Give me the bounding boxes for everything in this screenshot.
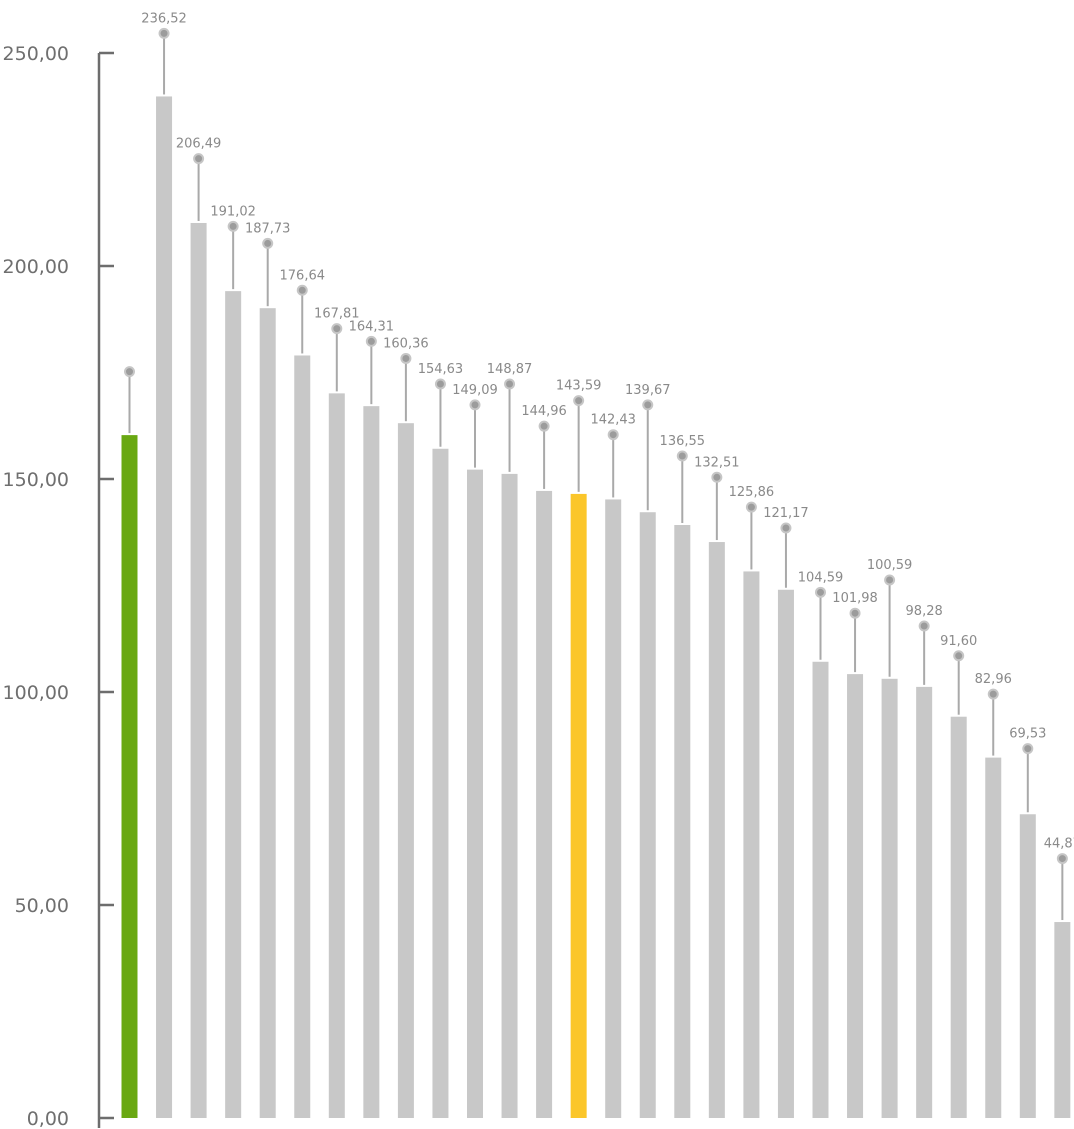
bar [985,757,1002,1118]
lollipop-dot [987,688,999,700]
bar [916,686,933,1118]
bar [777,589,794,1118]
lollipop-dot [849,607,861,619]
lollipop-dot [434,378,446,390]
bar [259,308,276,1118]
data-label: 191,02 [210,204,256,219]
data-label: 104,59 [798,570,844,585]
y-tick-label: 250,00 [3,43,69,65]
y-tick-label: 100,00 [3,682,69,704]
data-label: 176,64 [280,268,326,283]
lollipop-dot [607,429,619,441]
lollipop-dot [296,284,308,296]
bar [501,473,518,1118]
y-tick-label: 200,00 [3,256,69,278]
lollipop-dot [331,323,343,335]
data-label: 143,59 [556,379,602,394]
lollipop-dot [124,366,135,378]
y-tick-label: 50,00 [15,895,69,917]
lollipop-dot [918,620,930,632]
bar [328,393,345,1118]
data-label: 148,87 [487,362,533,377]
data-label: 236,52 [141,11,187,26]
data-label: 160,36 [383,336,429,351]
bar [605,499,622,1118]
bar [225,291,242,1118]
bar [1019,814,1036,1118]
lollipop-dot [227,220,239,232]
bar [570,493,587,1118]
bar [536,490,553,1119]
lollipop-dot [469,399,481,411]
data-label: 82,96 [975,672,1012,687]
lollipop-dot [1022,743,1034,755]
data-label: 139,67 [625,383,671,398]
bar [156,96,173,1118]
bar [467,469,483,1118]
lollipop-dot [642,399,654,411]
lollipop-dot [884,574,896,586]
bar [294,355,311,1119]
bar [1054,922,1071,1118]
bar [847,674,864,1118]
data-label: 69,53 [1009,727,1046,742]
lollipop-dot [262,237,274,249]
lollipop-dot [538,420,550,432]
lollipop-dot [504,378,516,390]
data-label: 206,49 [176,137,222,152]
data-label: 154,63 [418,362,464,377]
bar [674,525,691,1118]
lollipop-dot [676,450,688,462]
data-label: 91,60 [940,634,977,649]
data-label: 164,31 [349,319,395,334]
bar [397,423,414,1119]
lollipop-dot [400,352,412,364]
data-label: 142,43 [590,413,636,428]
lollipop-dot [953,650,965,662]
lollipop-dot [193,153,205,165]
data-label: 125,86 [729,485,775,500]
bar [432,448,449,1118]
lollipop-dot [815,586,826,598]
data-label: 167,81 [314,307,360,322]
data-label: 149,09 [452,383,498,398]
lollipop-dot [158,27,170,39]
y-tick-label: 0,00 [27,1108,69,1129]
data-label: 100,59 [867,558,913,573]
data-label: 136,55 [660,434,706,449]
bar [950,716,967,1118]
data-label: 101,98 [832,591,878,606]
bar [812,661,829,1118]
bar [881,678,898,1118]
lollipop-dot [365,335,377,347]
data-label: 144,96 [521,404,567,419]
lollipop-dot [780,522,792,534]
data-label: 187,73 [245,221,291,236]
bar [708,542,725,1118]
bar [363,406,380,1118]
bar [639,512,656,1118]
bar [743,571,760,1118]
data-label: 98,28 [906,604,943,619]
lollipop-dot [573,395,585,407]
data-label: 44,87 [1044,837,1074,852]
bar [121,435,138,1118]
lollipop-dot [1056,853,1068,865]
lollipop-dot [745,501,757,513]
y-tick-label: 150,00 [3,469,69,491]
lollipop-dot [711,471,723,483]
data-label: 121,17 [763,506,809,521]
data-label: 132,51 [694,455,740,470]
bar [190,222,207,1118]
